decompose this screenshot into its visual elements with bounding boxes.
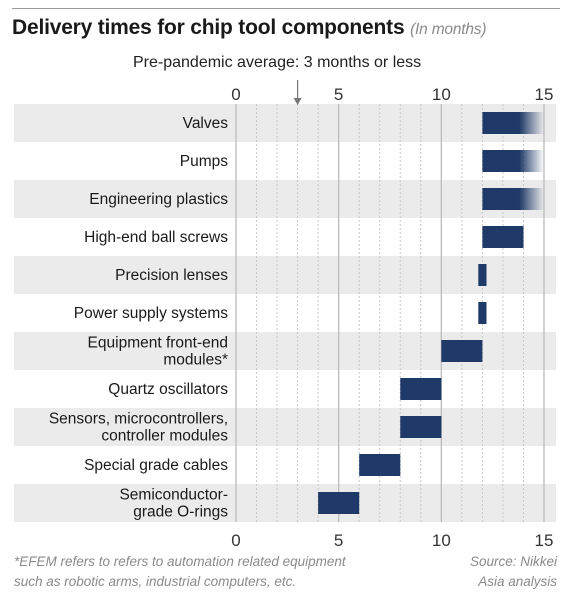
delivery-range-bar — [482, 150, 544, 172]
delivery-range-bar — [441, 340, 483, 362]
pre-pandemic-note: Pre-pandemic average: 3 months or less — [133, 54, 422, 71]
category-label: Power supply systems — [74, 305, 228, 322]
x-tick-label-bottom: 0 — [231, 531, 240, 550]
top-rule — [12, 8, 560, 9]
delivery-range-bar — [482, 112, 544, 134]
category-label: Semiconductor- — [119, 487, 228, 504]
x-tick-label-top: 15 — [535, 85, 554, 104]
category-label: Pumps — [180, 153, 228, 170]
x-tick-label-top: 10 — [432, 85, 451, 104]
source-line-1: Source: Nikkei — [469, 554, 557, 569]
category-label: Quartz oscillators — [108, 381, 228, 398]
pre-pandemic-marker-arrow — [293, 98, 302, 105]
x-tick-label-top: 0 — [231, 85, 240, 104]
delivery-range-bar — [400, 378, 442, 400]
category-label: Precision lenses — [115, 267, 228, 284]
source-line-2: Asia analysis — [478, 574, 557, 589]
delivery-range-bar — [359, 454, 401, 476]
x-tick-label-bottom: 15 — [535, 531, 554, 550]
x-tick-label-top: 5 — [334, 85, 343, 104]
delivery-range-bar — [478, 264, 487, 286]
delivery-range-bar — [318, 492, 360, 514]
x-tick-label-bottom: 5 — [334, 531, 343, 550]
category-label: grade O-rings — [133, 504, 228, 521]
delivery-range-bar — [482, 226, 524, 248]
category-label: High-end ball screws — [84, 229, 228, 246]
category-label: Valves — [183, 115, 229, 132]
chart-title-text: Delivery times for chip tool components — [12, 16, 405, 39]
chart-title: Delivery times for chip tool components … — [12, 16, 486, 40]
row-band — [14, 484, 556, 522]
row-band — [14, 408, 556, 446]
x-tick-label-bottom: 10 — [432, 531, 451, 550]
row-band — [14, 180, 556, 218]
row-band — [14, 256, 556, 294]
footnote-line-2: such as robotic arms, industrial compute… — [14, 574, 297, 589]
category-label: controller modules — [101, 428, 228, 445]
row-band — [14, 104, 556, 142]
footnote-line-1: *EFEM refers to refers to automation rel… — [14, 554, 346, 569]
delivery-range-bar — [478, 302, 487, 324]
source-note: Source: Nikkei Asia analysis — [470, 552, 557, 592]
category-label: Engineering plastics — [89, 191, 228, 208]
footnote: *EFEM refers to refers to automation rel… — [14, 552, 346, 592]
category-label: modules* — [163, 352, 228, 369]
category-label: Sensors, microcontrollers, — [49, 411, 228, 428]
category-label: Special grade cables — [84, 457, 228, 474]
chart-subtitle: (In months) — [410, 21, 487, 38]
delivery-range-bar — [400, 416, 442, 438]
category-label: Equipment front-end — [88, 335, 228, 352]
delivery-range-bar — [482, 188, 544, 210]
